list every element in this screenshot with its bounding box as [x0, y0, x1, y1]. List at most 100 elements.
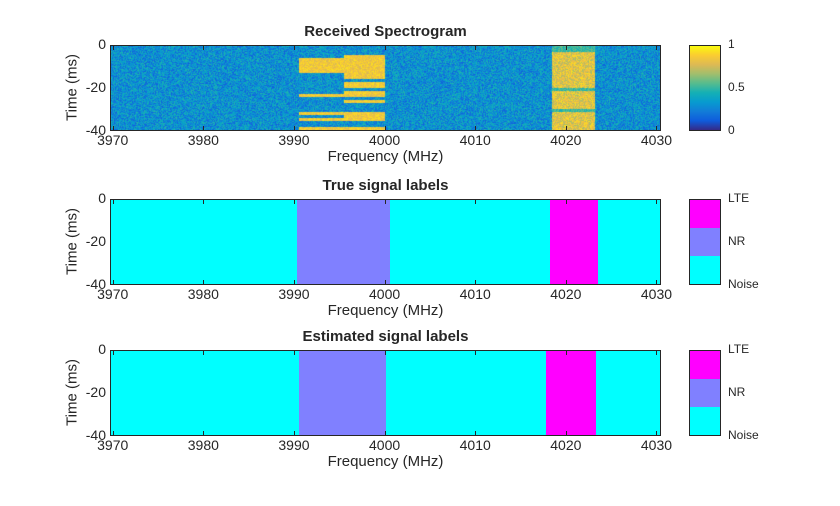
y-tick-label: -20 [85, 233, 106, 249]
y-axis-label: Time (ms) [63, 208, 81, 275]
x-tick-mark [384, 46, 386, 50]
colorbar-class-lte [690, 200, 720, 228]
y-tick-label: -20 [85, 79, 106, 95]
x-tick-mark [112, 431, 114, 435]
colorbar-class-lte [690, 351, 720, 379]
colorbar [689, 350, 721, 436]
y-tick-label: -40 [85, 122, 106, 138]
x-tick-mark [203, 351, 205, 355]
y-tick-label: -20 [85, 384, 106, 400]
x-tick-mark [293, 200, 295, 204]
x-tick-mark [565, 200, 567, 204]
x-tick-mark [565, 431, 567, 435]
y-tick-label: 0 [98, 36, 106, 52]
x-axis-label: Frequency (MHz) [327, 453, 444, 470]
x-axis-label: Frequency (MHz) [327, 302, 444, 319]
x-tick-label: 4030 [640, 286, 673, 302]
x-tick-mark [565, 46, 567, 50]
y-axis-label: Time (ms) [63, 359, 81, 426]
x-tick-mark [293, 46, 295, 50]
colorbar-class-label: Noise [728, 428, 759, 442]
colorbar-tick-label: 0 [728, 123, 735, 137]
x-tick-label: 4000 [369, 437, 401, 453]
colorbar [689, 199, 721, 285]
axes [110, 350, 661, 436]
y-axis-label: Time (ms) [63, 54, 81, 121]
x-tick-label: 3970 [97, 437, 129, 453]
colorbar-tick-label: 0.5 [728, 80, 745, 94]
x-tick-mark [112, 46, 114, 50]
x-tick-label: 3980 [187, 132, 219, 148]
x-tick-mark [565, 351, 567, 355]
x-tick-mark [475, 431, 477, 435]
x-tick-label: 4000 [369, 286, 401, 302]
colorbar-tick-label: 1 [728, 37, 735, 51]
x-tick-mark [565, 280, 567, 284]
plot-title: Estimated signal labels [302, 328, 469, 345]
plot-title: Received Spectrogram [304, 23, 467, 40]
x-tick-mark [475, 280, 477, 284]
y-tick-label: 0 [98, 190, 106, 206]
x-tick-mark [203, 126, 205, 130]
y-tick-label: -40 [85, 427, 106, 443]
x-tick-mark [384, 280, 386, 284]
colorbar-class-label: LTE [728, 342, 750, 356]
x-tick-mark [565, 126, 567, 130]
x-tick-mark [293, 126, 295, 130]
x-tick-mark [475, 200, 477, 204]
colorbar-class-nr [690, 228, 720, 256]
x-tick-mark [656, 280, 658, 284]
x-tick-mark [203, 200, 205, 204]
x-tick-mark [203, 280, 205, 284]
x-tick-label: 4020 [550, 286, 582, 302]
x-tick-label: 4010 [459, 132, 491, 148]
x-tick-label: 4020 [550, 437, 582, 453]
x-tick-label: 3980 [187, 437, 219, 453]
x-tick-mark [293, 280, 295, 284]
x-tick-mark [112, 126, 114, 130]
x-tick-mark [293, 351, 295, 355]
y-tick-label: 0 [98, 341, 106, 357]
colorbar-class-nr [690, 379, 720, 407]
colorbar-class-label: Noise [728, 277, 759, 291]
x-tick-mark [203, 46, 205, 50]
x-tick-mark [384, 200, 386, 204]
x-tick-label: 4010 [459, 286, 491, 302]
x-tick-label: 4010 [459, 437, 491, 453]
colorbar-class-label: NR [728, 234, 746, 248]
plot-title: True signal labels [322, 177, 449, 194]
x-tick-label: 3970 [97, 132, 129, 148]
x-tick-mark [656, 126, 658, 130]
x-tick-label: 4020 [550, 132, 582, 148]
x-tick-mark [475, 46, 477, 50]
x-tick-mark [384, 126, 386, 130]
x-tick-mark [656, 46, 658, 50]
x-tick-mark [656, 351, 658, 355]
x-tick-label: 4030 [640, 437, 673, 453]
x-tick-mark [293, 431, 295, 435]
x-axis-label: Frequency (MHz) [327, 148, 444, 165]
x-tick-mark [384, 431, 386, 435]
region-lte [545, 351, 596, 435]
region-nr [296, 200, 391, 284]
x-tick-label: 4030 [640, 132, 673, 148]
axes [110, 199, 661, 285]
x-tick-mark [112, 200, 114, 204]
y-tick-label: -40 [85, 276, 106, 292]
x-tick-label: 3990 [278, 286, 310, 302]
x-tick-mark [656, 200, 658, 204]
axes [110, 45, 661, 131]
x-tick-label: 3990 [278, 132, 310, 148]
region-nr [298, 351, 387, 435]
region-lte [550, 200, 598, 284]
x-tick-label: 4000 [369, 132, 401, 148]
colorbar-class-noise [690, 256, 720, 284]
spectrogram-image [111, 46, 660, 130]
x-tick-mark [112, 280, 114, 284]
x-tick-mark [384, 351, 386, 355]
x-tick-mark [203, 431, 205, 435]
colorbar-class-noise [690, 407, 720, 435]
x-tick-label: 3970 [97, 286, 129, 302]
x-tick-label: 3990 [278, 437, 310, 453]
